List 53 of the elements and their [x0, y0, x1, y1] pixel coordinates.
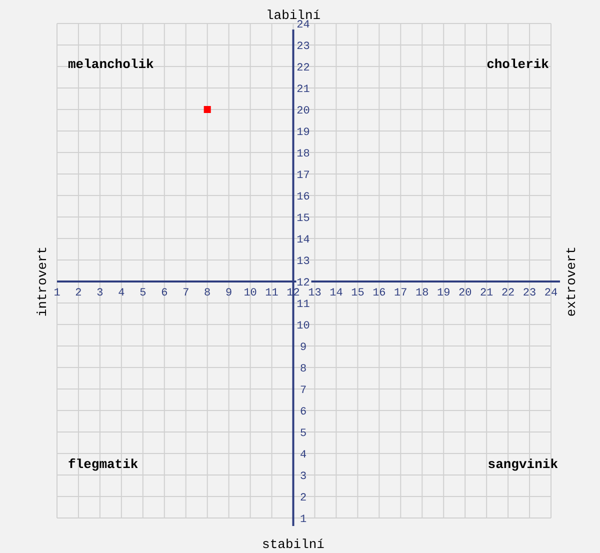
- y-tick-label: 5: [300, 428, 307, 440]
- y-tick-label: 18: [296, 148, 310, 160]
- x-tick-label: 20: [458, 288, 472, 300]
- x-tick-label: 11: [265, 288, 279, 300]
- y-tick-label: 14: [296, 234, 310, 246]
- y-tick-label: 13: [296, 256, 310, 268]
- y-tick-label: 9: [300, 342, 307, 354]
- x-tick-label: 4: [118, 288, 126, 300]
- x-tick-label: 5: [140, 288, 146, 300]
- text: introvert: [35, 246, 50, 317]
- y-tick-label: 22: [296, 62, 310, 74]
- y-tick-label: 6: [300, 406, 307, 418]
- x-tick-label: 16: [372, 288, 386, 300]
- y-tick-label: 15: [296, 213, 310, 225]
- x-tick-label: 19: [437, 288, 450, 300]
- y-tick-label: 3: [300, 471, 307, 483]
- x-tick-label: 10: [244, 288, 257, 300]
- x-tick-label: 14: [330, 288, 344, 300]
- y-tick-label: 12: [296, 278, 310, 290]
- x-tick-label: 6: [161, 288, 168, 300]
- y-tick-label: 4: [300, 450, 307, 462]
- x-tick-label: 3: [96, 288, 104, 300]
- y-tick-label: 11: [296, 299, 310, 311]
- y-tick-label: 7: [300, 385, 307, 397]
- y-tick-label: 23: [296, 41, 310, 53]
- x-tick-label: 8: [204, 288, 211, 300]
- y-tick-label: 2: [300, 492, 307, 504]
- annotation: cholerik: [486, 57, 550, 72]
- annotation: melancholik: [68, 57, 154, 72]
- x-tick-label: 21: [480, 288, 494, 300]
- x-tick-label: 13: [308, 288, 322, 300]
- x-tick-label: 2: [75, 288, 82, 300]
- y-tick-label: 17: [296, 170, 310, 182]
- x-tick-label: 1: [54, 288, 61, 300]
- x-tick-label: 15: [351, 288, 364, 300]
- y-tick-label: 1: [300, 514, 307, 526]
- x-tick-label: 22: [501, 288, 515, 300]
- y-tick-label: 19: [296, 127, 310, 139]
- x-tick-label: 24: [544, 288, 558, 300]
- x-tick-label: 9: [226, 288, 232, 300]
- y-tick-label: 20: [296, 106, 310, 118]
- y-tick-label: 10: [296, 320, 310, 332]
- text: extrovert: [564, 246, 579, 317]
- annotation: flegmatik: [68, 457, 138, 472]
- x-tick-label: 7: [182, 288, 190, 300]
- x-tick-label: 23: [522, 288, 536, 300]
- x-tick-label: 18: [416, 288, 429, 300]
- y-tick-label: 21: [296, 84, 310, 96]
- y-tick-label: 16: [296, 192, 310, 204]
- annotation: sangvinik: [488, 457, 558, 472]
- x-tick-label: 17: [394, 288, 408, 300]
- text: stabilní: [262, 537, 325, 552]
- y-tick-label: 8: [300, 364, 307, 376]
